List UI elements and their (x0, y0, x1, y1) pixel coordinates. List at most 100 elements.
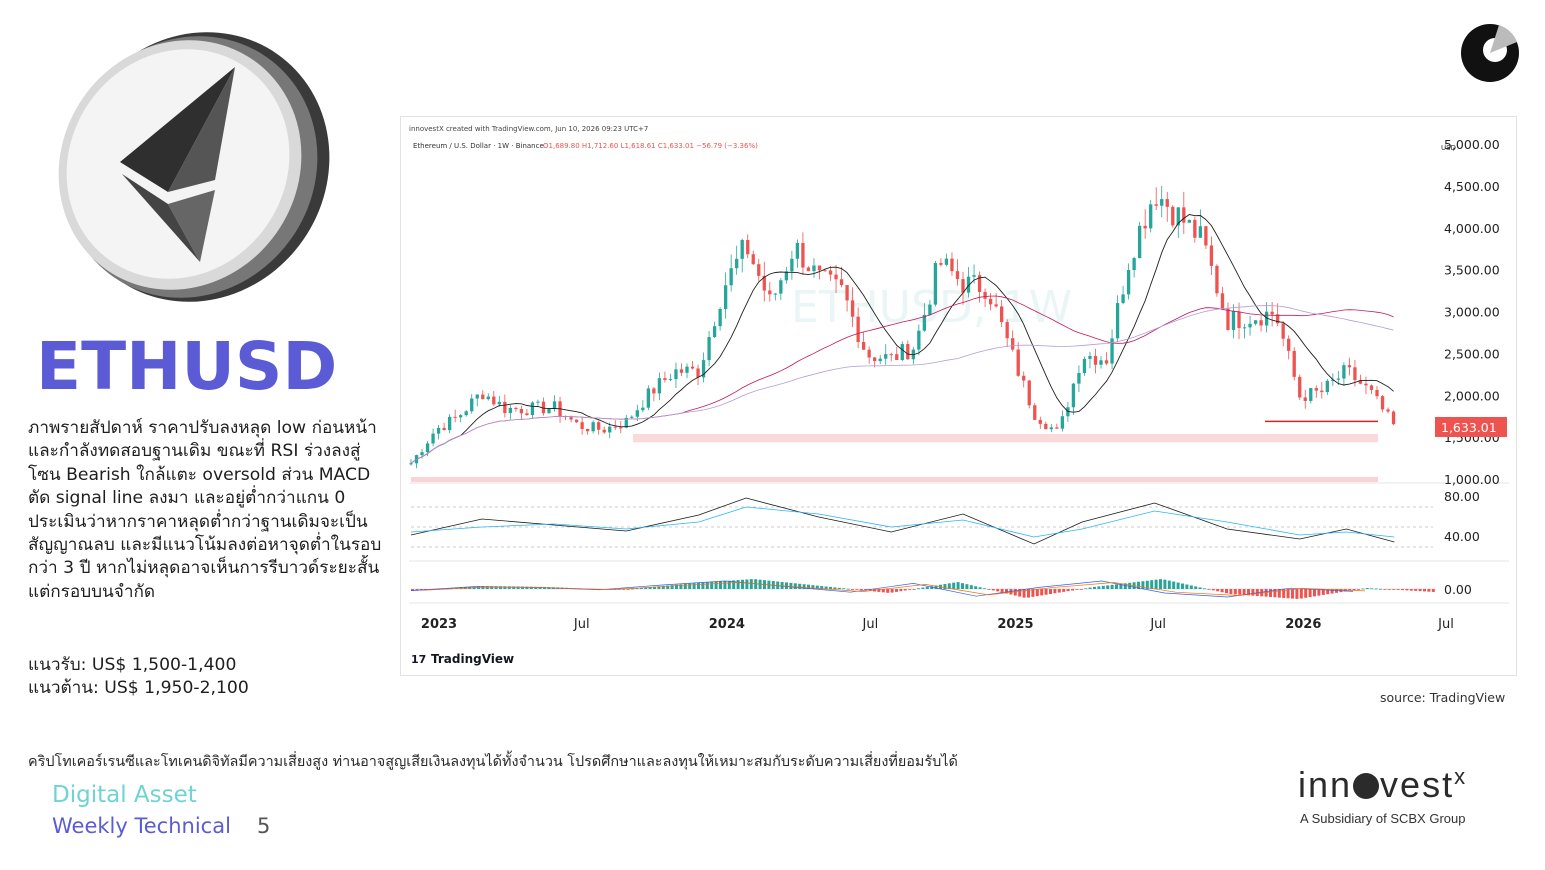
candle (492, 396, 496, 405)
candle (470, 398, 474, 412)
macd-bar (1079, 589, 1083, 590)
macd-bar (692, 583, 696, 589)
macd-bar (1220, 589, 1224, 593)
macd-bar (1379, 588, 1382, 590)
candle (917, 330, 921, 350)
macd-bar (1242, 589, 1246, 596)
candle (966, 276, 971, 293)
macd-bar (837, 587, 841, 589)
macd-bar (1189, 585, 1193, 589)
macd-bar (499, 586, 502, 589)
macd-bar (1423, 589, 1426, 592)
macd-bar (1093, 586, 1096, 589)
macd-bar (516, 586, 520, 589)
candle (442, 427, 446, 431)
candle (436, 427, 441, 434)
candle (425, 443, 430, 453)
macd-bar (912, 589, 916, 590)
candle (1303, 397, 1307, 401)
chart-symbol: Ethereum / U.S. Dollar · 1W · Binance (413, 142, 544, 150)
macd-bar (485, 586, 489, 589)
candle (1016, 349, 1020, 376)
macd-bar (1414, 589, 1418, 591)
macd-bar (719, 581, 722, 589)
macd-bar (1027, 589, 1030, 598)
candle (641, 407, 645, 411)
macd-bar (1277, 589, 1281, 598)
macd-bar (631, 588, 634, 590)
candle (486, 396, 490, 400)
candle (1353, 367, 1357, 381)
candle (1253, 320, 1258, 324)
candle (856, 316, 860, 343)
chart-created-note: innovestX created with TradingView.com, … (409, 125, 648, 133)
macd-bar (789, 582, 793, 589)
candle (712, 326, 717, 338)
candle (508, 407, 513, 414)
candle (839, 279, 844, 286)
macd-bar (1185, 584, 1189, 589)
candle (530, 402, 535, 416)
macd-bar (1106, 585, 1110, 589)
candle (663, 378, 667, 380)
last-price-badge (1435, 416, 1507, 437)
time-tick-label: Jul (573, 617, 590, 632)
macd-bar (833, 587, 837, 589)
macd-bar (1374, 588, 1378, 590)
time-tick-label: Jul (862, 617, 879, 632)
candle (795, 242, 800, 259)
candle (1005, 322, 1009, 339)
macd-bar (1401, 589, 1404, 591)
candle (1369, 385, 1374, 390)
chart-watermark: ETHUSD, 1W (791, 282, 1072, 333)
page-title: ETHUSD (36, 328, 338, 405)
candle (1077, 372, 1081, 384)
candle (1320, 390, 1324, 393)
macd-bar (494, 586, 498, 589)
macd-bar (1049, 589, 1052, 594)
macd-bar (1431, 589, 1435, 592)
footer-category: Digital Asset (52, 782, 197, 808)
candle (608, 426, 612, 433)
candle (977, 275, 982, 292)
candle (1364, 383, 1368, 386)
candle (933, 263, 938, 305)
candle (1149, 204, 1153, 229)
candle (475, 394, 479, 399)
chart-currency: USD (1441, 144, 1456, 152)
macd-bar (996, 589, 1000, 592)
candle (823, 270, 827, 272)
tradingview-logo-icon: 17 (411, 653, 426, 666)
candle (1298, 376, 1302, 398)
ma-long-line (410, 305, 1394, 464)
macd-bar (1119, 583, 1123, 589)
candle (972, 275, 976, 277)
macd-bar (648, 587, 652, 589)
candle (762, 275, 766, 291)
candle (685, 366, 689, 373)
candle (801, 242, 805, 268)
time-tick-label: 2025 (997, 617, 1033, 632)
tradingview-chart: innovestX created with TradingView.com, … (400, 116, 1517, 676)
macd-bar (1018, 589, 1022, 597)
candle (1204, 226, 1208, 246)
macd-bar (1427, 589, 1431, 592)
rsi-series-line (410, 497, 1395, 545)
macd-bar (1053, 589, 1057, 594)
candle (1154, 204, 1158, 206)
candle (1033, 405, 1037, 420)
candle (1126, 269, 1131, 295)
candle (1198, 226, 1203, 238)
candle (1011, 338, 1015, 350)
macd-pane (410, 579, 1435, 599)
candle (1358, 380, 1363, 384)
macd-bar (670, 585, 674, 589)
candle (994, 304, 998, 307)
candle (1022, 375, 1026, 381)
candle (1281, 323, 1285, 339)
macd-bar (727, 580, 731, 589)
macd-bar (1163, 579, 1167, 589)
candle (867, 349, 871, 358)
footer-series: Weekly Technical (52, 814, 231, 838)
candle (580, 422, 584, 429)
